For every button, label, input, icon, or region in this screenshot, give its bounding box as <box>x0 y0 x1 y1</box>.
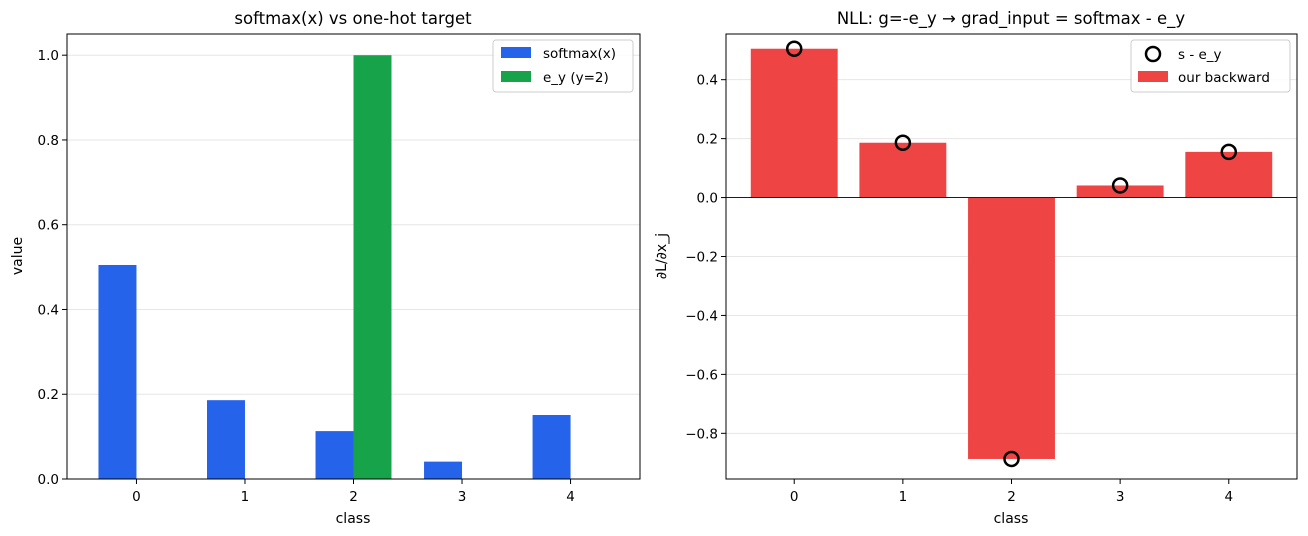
x-axis-label: class <box>336 511 371 527</box>
legend-label-our-backward: our backward <box>1178 70 1270 86</box>
legend-swatch-softmax <box>501 47 531 58</box>
bar-softmax-0 <box>98 264 137 479</box>
marker-s-minus-ey-3 <box>1111 177 1129 194</box>
y-tick-label: −0.6 <box>685 367 718 383</box>
y-axis-ticks: −0.8 −0.6 −0.4 −0.2 0.0 0.2 0.4 <box>685 73 726 442</box>
legend-label-softmax: softmax(x) <box>543 46 616 62</box>
y-axis-ticks: 0.0 0.2 0.4 0.6 0.8 1.0 <box>38 48 67 488</box>
y-tick-label: 1.0 <box>38 48 59 64</box>
y-tick-label: −0.4 <box>685 308 718 324</box>
bar-onehot-2 <box>353 55 392 479</box>
chart-softmax-vs-onehot: softmax(x) vs one-hot target 0.00.20.40.… <box>10 9 641 527</box>
y-tick-label: −0.8 <box>685 426 718 442</box>
bar-softmax-3 <box>424 461 463 479</box>
x-tick-label: 2 <box>1007 489 1016 505</box>
y-tick-label: 0.6 <box>38 218 59 234</box>
chart-title: NLL: g=-e_y → grad_input = softmax - e_y <box>837 9 1186 29</box>
chart-nll-gradient: NLL: g=-e_y → grad_input = softmax - e_y… <box>654 9 1298 527</box>
y-tick-label: 0.8 <box>38 133 59 149</box>
marker-s-minus-ey-4 <box>1220 143 1238 161</box>
legend-marker-s-minus-ey <box>1144 45 1162 63</box>
y-axis-label: ∂L/∂x_j <box>654 233 670 279</box>
y-tick-label: 0.2 <box>697 132 718 148</box>
bar-our-backward-0 <box>750 48 838 198</box>
x-tick-label: 1 <box>241 489 250 505</box>
y-tick-label: 0.0 <box>38 472 59 488</box>
y-tick-label: 0.0 <box>697 191 718 207</box>
legend-swatch-our-backward <box>1138 71 1168 82</box>
markers <box>785 40 1238 468</box>
marker-s-minus-ey-1 <box>894 134 912 151</box>
x-tick-label: 0 <box>790 489 799 505</box>
x-axis-ticks: 0 1 2 3 4 <box>790 479 1233 505</box>
legend-swatch-onehot <box>501 71 531 82</box>
bars <box>98 55 571 479</box>
bar-softmax-2 <box>315 431 354 479</box>
y-axis-label: value <box>10 237 26 275</box>
legend: softmax(x) e_y (y=2) <box>492 39 634 93</box>
legend-label-s-minus-ey: s - e_y <box>1178 47 1222 63</box>
y-tick-label: 0.4 <box>697 73 718 89</box>
y-tick-label: −0.2 <box>685 250 718 266</box>
legend-box <box>1130 39 1291 93</box>
x-axis-label: class <box>994 511 1029 527</box>
x-tick-label: 3 <box>458 489 467 505</box>
legend-label-onehot: e_y (y=2) <box>543 70 609 86</box>
x-tick-label: 4 <box>566 489 575 505</box>
bar-our-backward-2 <box>968 197 1055 459</box>
bar-our-backward-1 <box>859 142 947 198</box>
marker-s-minus-ey-0 <box>785 40 803 57</box>
bar-softmax-1 <box>206 400 245 479</box>
x-axis-ticks: 0 1 2 3 4 <box>132 479 575 505</box>
x-tick-label: 1 <box>899 489 908 505</box>
bars <box>750 48 1273 459</box>
x-tick-label: 0 <box>132 489 141 505</box>
x-tick-label: 3 <box>1116 489 1125 505</box>
bar-softmax-4 <box>532 415 571 479</box>
x-tick-label: 2 <box>349 489 358 505</box>
y-tick-label: 0.4 <box>38 302 59 318</box>
x-tick-label: 4 <box>1224 489 1233 505</box>
y-tick-label: 0.2 <box>38 387 59 403</box>
legend: s - e_y our backward <box>1130 39 1291 93</box>
chart-title: softmax(x) vs one-hot target <box>234 9 472 28</box>
marker-s-minus-ey-2 <box>1003 450 1020 468</box>
